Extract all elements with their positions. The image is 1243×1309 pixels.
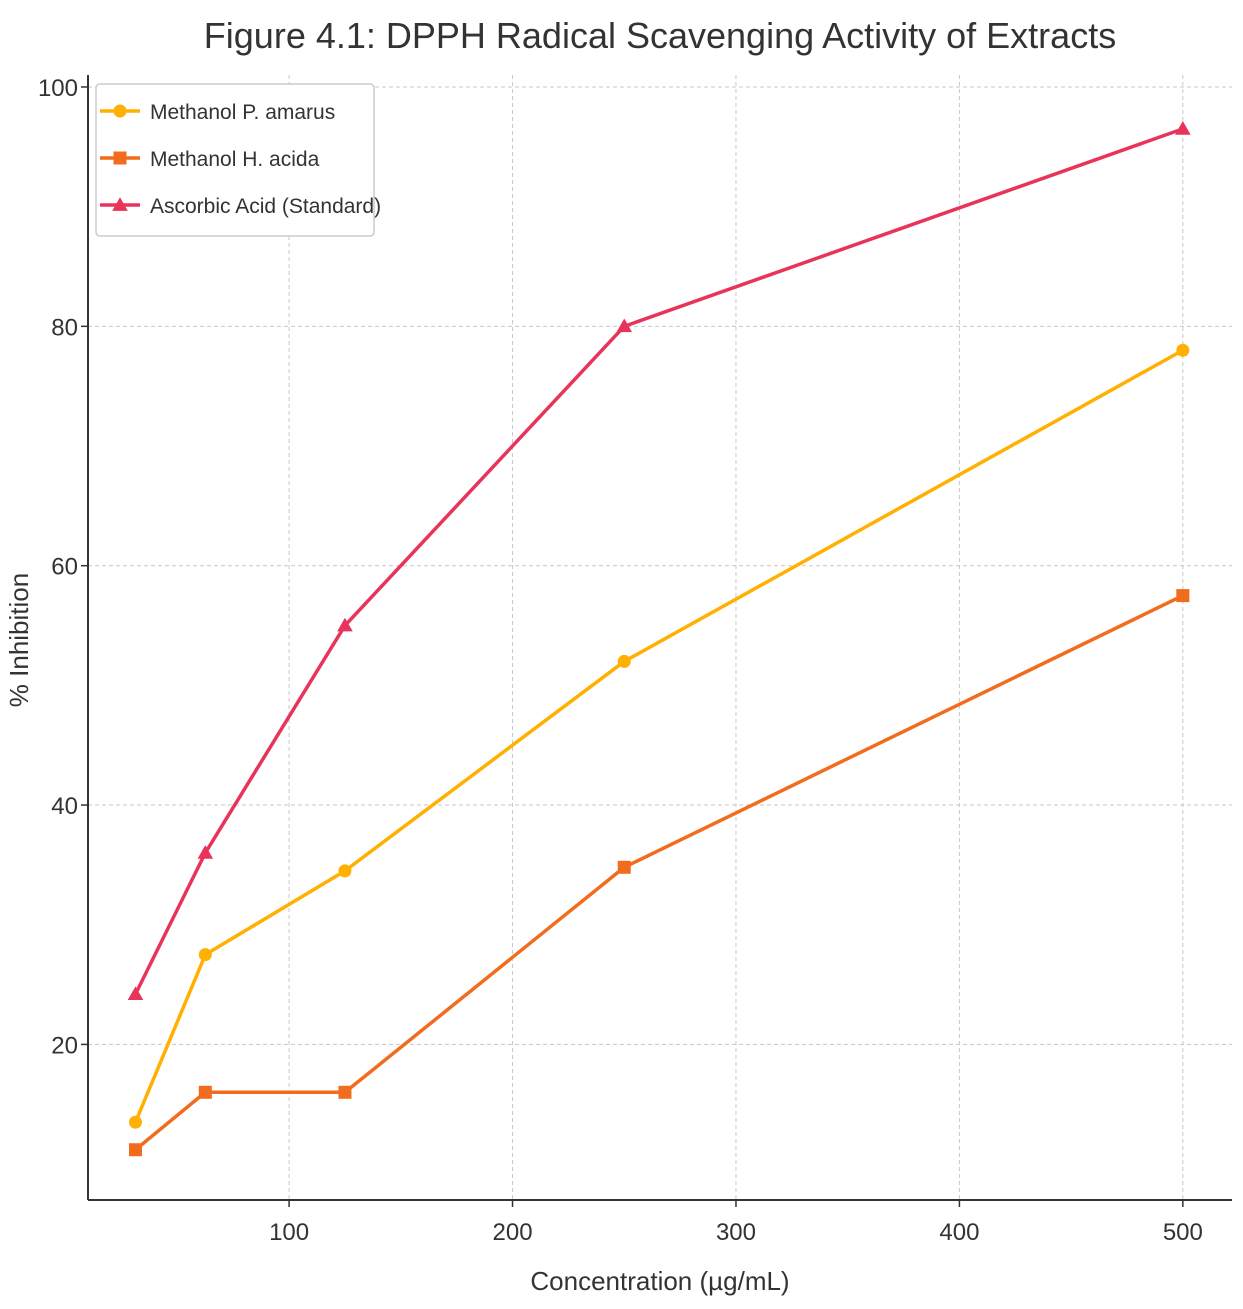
legend-label: Methanol P. amarus — [150, 101, 335, 124]
data-point — [198, 1085, 212, 1099]
legend-item: Methanol P. amarus — [100, 101, 335, 124]
data-point — [127, 986, 144, 1000]
x-tick-label: 200 — [493, 1219, 533, 1246]
data-point — [1176, 589, 1190, 603]
data-point — [197, 845, 214, 859]
y-axis-label: % Inhibition — [4, 573, 34, 707]
x-tick-label: 300 — [716, 1219, 756, 1246]
legend-marker — [112, 197, 128, 211]
legend-label: Methanol H. acida — [150, 148, 320, 171]
legend: Methanol P. amarus Methanol H. acida Ascor… — [95, 83, 381, 237]
grid — [88, 75, 1232, 1200]
data-point — [616, 318, 633, 333]
data-point — [1175, 121, 1191, 135]
y-tick-label: 20 — [51, 1032, 78, 1059]
data-point — [128, 1115, 142, 1129]
data-point — [338, 1085, 352, 1099]
series-line — [134, 594, 1184, 1152]
x-axis-label: Concentration (µg/mL) — [530, 1266, 789, 1296]
y-tick-label: 100 — [38, 75, 78, 102]
series-3 — [127, 121, 1191, 1000]
data-point — [337, 617, 353, 632]
x-tick-label: 500 — [1163, 1219, 1203, 1246]
x-tick-label: 400 — [939, 1219, 979, 1246]
legend-label: Ascorbic Acid (Standard) — [150, 195, 381, 218]
axes — [81, 75, 1232, 1207]
series-1 — [128, 343, 1190, 1129]
y-tick-label: 80 — [51, 314, 78, 341]
data-point — [617, 860, 631, 874]
legend-box — [95, 83, 375, 237]
legend-item: Ascorbic Acid (Standard) — [100, 195, 381, 218]
y-tick-label: 40 — [51, 793, 78, 820]
series-line — [133, 127, 1184, 995]
data-point — [128, 1143, 142, 1157]
data-point — [1176, 343, 1190, 357]
legend-marker — [113, 104, 127, 118]
legend-marker — [113, 151, 127, 165]
legend-item: Methanol H. acida — [100, 148, 320, 171]
series-line — [133, 348, 1184, 1123]
y-tick-label: 60 — [51, 554, 78, 581]
data-point — [198, 948, 212, 962]
data-point — [338, 864, 352, 878]
data-point — [617, 654, 631, 668]
tick-labels: 100 200 300 400 500 20 40 60 80 100 — [38, 75, 1203, 1246]
chart-title: Figure 4.1: DPPH Radical Scavenging Acti… — [204, 15, 1116, 56]
series-layer — [127, 121, 1191, 1157]
x-tick-label: 100 — [269, 1219, 309, 1246]
series-2 — [128, 589, 1190, 1157]
